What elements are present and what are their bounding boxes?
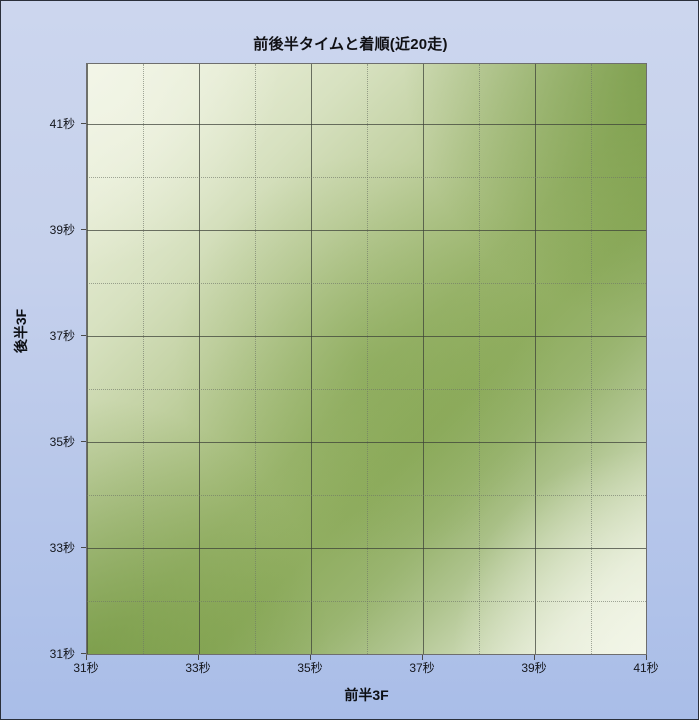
y-axis-tick-label: 31秒 <box>49 647 75 661</box>
y-axis-tick-label: 39秒 <box>49 223 75 237</box>
heatmap-coldspot-layer <box>87 64 646 654</box>
y-axis-tick-label: 41秒 <box>49 117 75 131</box>
gridline-horizontal-major <box>87 654 646 655</box>
x-axis-title: 前半3F <box>344 687 389 703</box>
y-axis-tick-mark <box>81 229 86 230</box>
y-axis-tick-label: 33秒 <box>49 541 75 555</box>
heatmap-core-layer <box>87 64 646 654</box>
y-axis-tick-mark <box>81 441 86 442</box>
x-axis-tick-mark <box>310 655 311 660</box>
chart-title: 前後半タイムと着順(近20走) <box>253 36 448 53</box>
x-axis-tick-label: 37秒 <box>409 661 435 675</box>
y-axis-tick-mark <box>81 335 86 336</box>
y-axis-title: 後半3F <box>13 308 29 354</box>
x-axis-tick-mark <box>198 655 199 660</box>
plot-area <box>86 63 647 655</box>
x-axis-tick-label: 39秒 <box>521 661 547 675</box>
y-axis-tick-label: 37秒 <box>49 329 75 343</box>
x-axis-tick-label: 35秒 <box>297 661 323 675</box>
x-axis-tick-mark <box>646 655 647 660</box>
y-axis-tick-label: 35秒 <box>49 435 75 449</box>
x-axis-tick-mark <box>86 655 87 660</box>
y-axis-tick-mark <box>81 123 86 124</box>
x-axis-tick-mark <box>422 655 423 660</box>
x-axis-tick-label: 31秒 <box>73 661 99 675</box>
y-axis-tick-mark <box>81 547 86 548</box>
x-axis-tick-mark <box>534 655 535 660</box>
x-axis-tick-label: 33秒 <box>185 661 211 675</box>
x-axis-tick-label: 41秒 <box>633 661 659 675</box>
y-axis-tick-mark <box>81 653 86 654</box>
